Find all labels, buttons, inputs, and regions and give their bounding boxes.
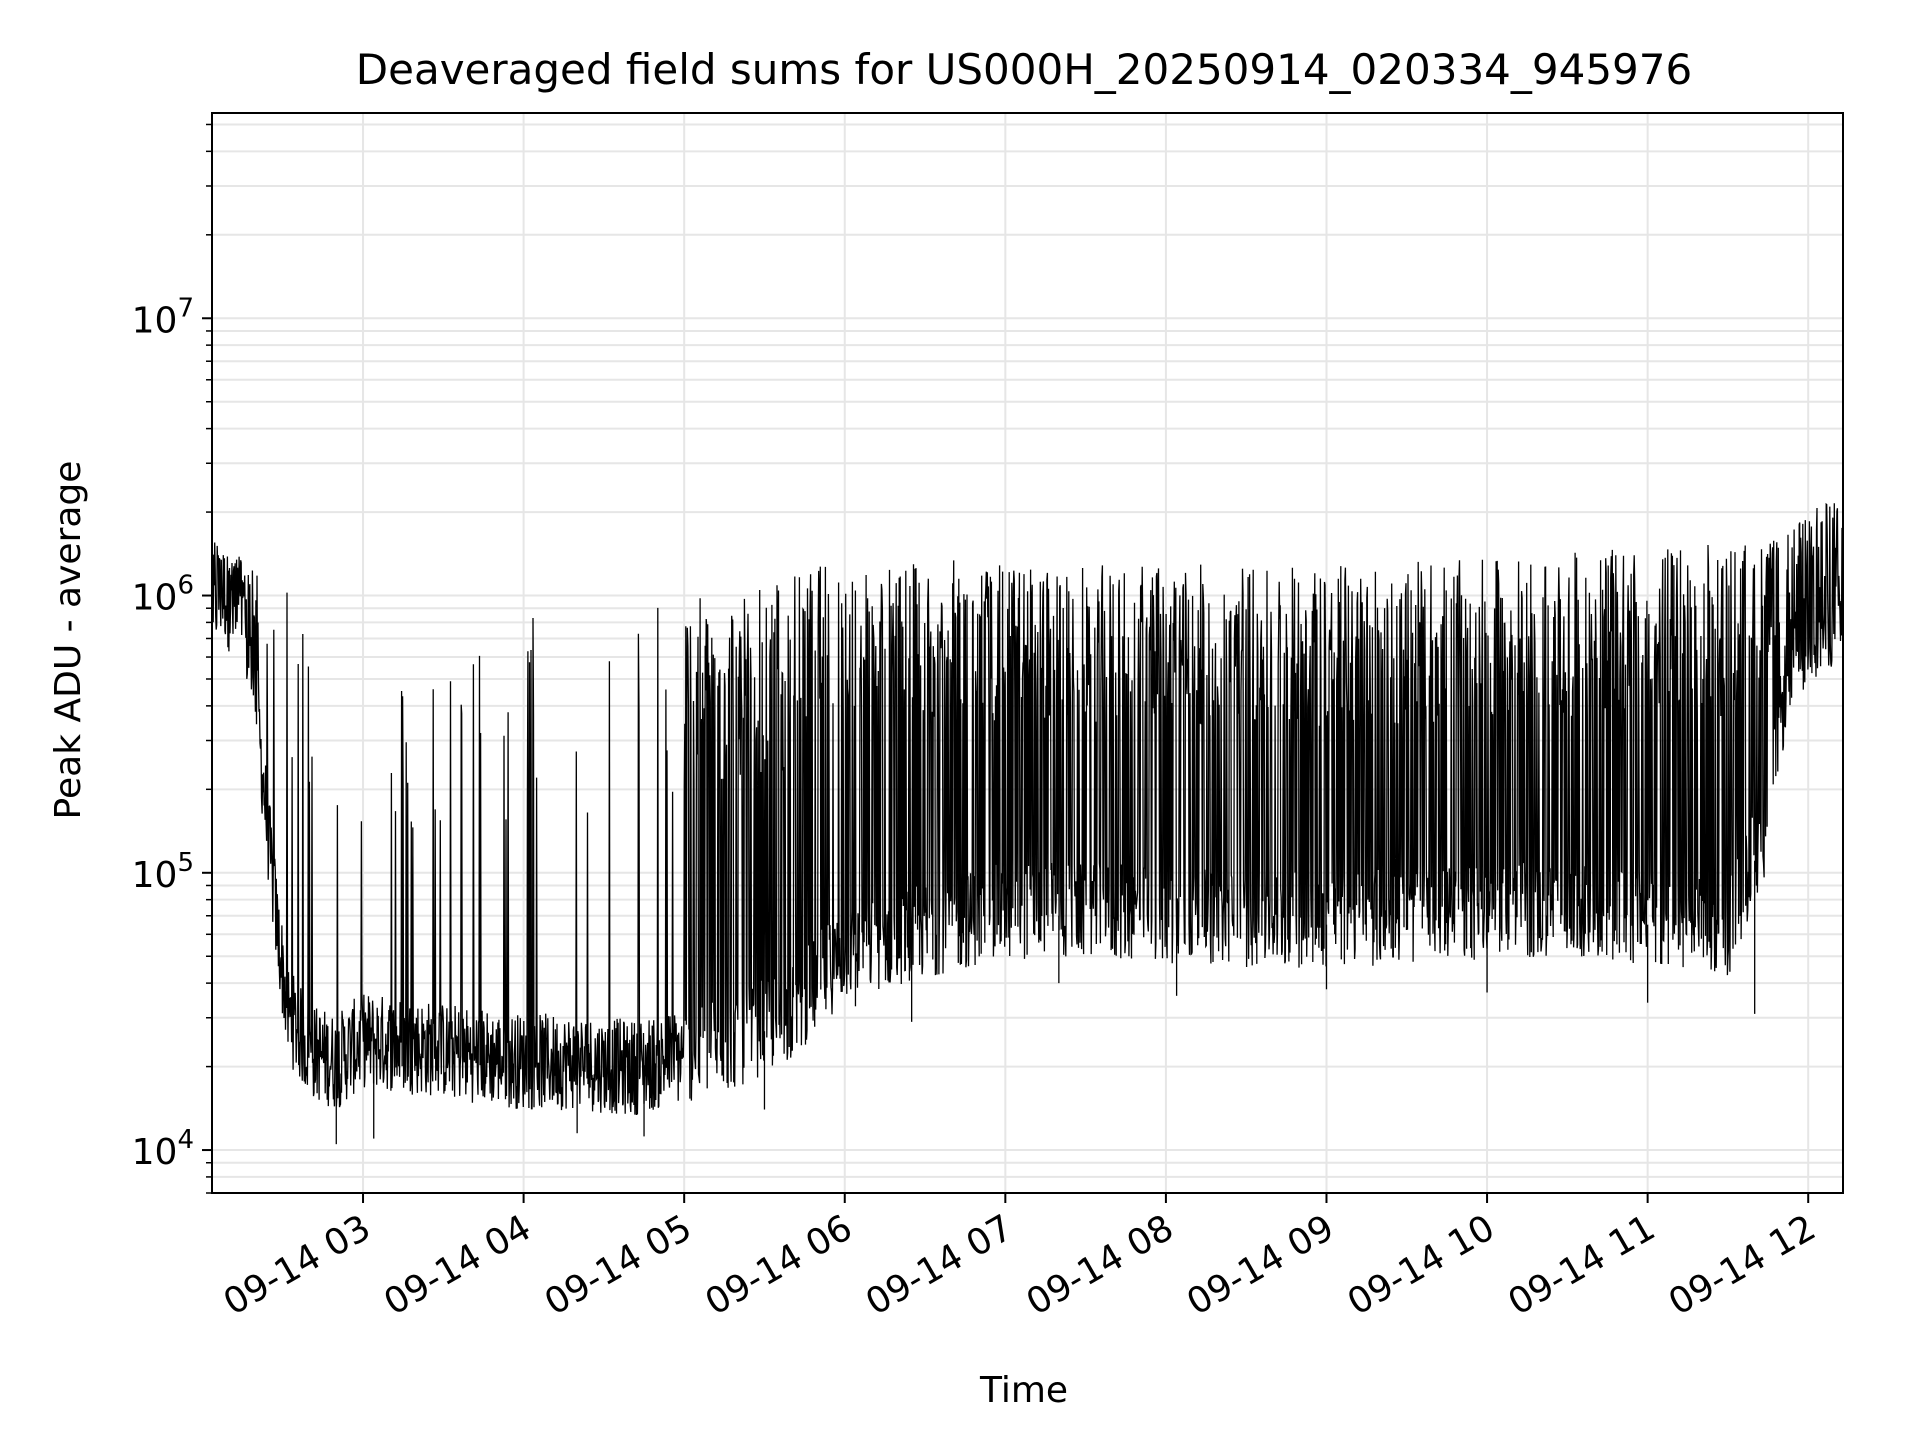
x-axis-label: Time bbox=[979, 1370, 1068, 1411]
y-tick-label: 107 bbox=[132, 293, 194, 341]
series-line bbox=[212, 502, 1844, 1116]
y-tick-exponent: 6 bbox=[177, 571, 194, 601]
y-tick-base: 10 bbox=[132, 578, 178, 619]
plot-frame bbox=[211, 112, 1844, 1194]
y-tick-label: 104 bbox=[132, 1125, 194, 1173]
y-tick-base: 10 bbox=[132, 1132, 178, 1173]
y-tick-label: 105 bbox=[132, 848, 194, 896]
series-layer bbox=[212, 502, 1844, 1145]
y-axis-label: Peak ADU - average bbox=[48, 461, 89, 820]
y-tick-base: 10 bbox=[132, 855, 178, 896]
y-tick-exponent: 5 bbox=[177, 848, 194, 878]
y-tick-exponent: 7 bbox=[177, 293, 194, 323]
y-tick-label: 106 bbox=[132, 571, 194, 619]
y-tick-exponent: 4 bbox=[177, 1125, 194, 1155]
y-tick-base: 10 bbox=[132, 300, 178, 341]
chart-title: Deaveraged field sums for US000H_2025091… bbox=[356, 45, 1692, 94]
